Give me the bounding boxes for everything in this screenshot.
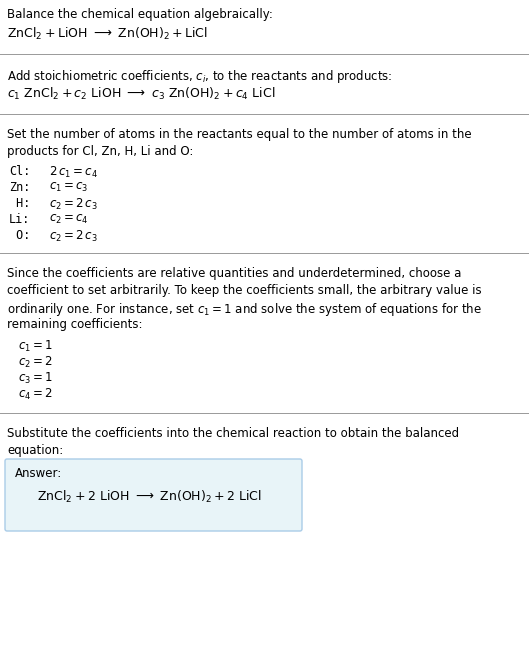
Text: products for Cl, Zn, H, Li and O:: products for Cl, Zn, H, Li and O: [7,145,194,158]
Text: H:: H: [9,197,30,210]
Text: Set the number of atoms in the reactants equal to the number of atoms in the: Set the number of atoms in the reactants… [7,128,472,141]
Text: remaining coefficients:: remaining coefficients: [7,318,142,331]
Text: $2\,c_1 = c_4$: $2\,c_1 = c_4$ [49,165,98,180]
Text: coefficient to set arbitrarily. To keep the coefficients small, the arbitrary va: coefficient to set arbitrarily. To keep … [7,284,481,297]
Text: $c_3 = 1$: $c_3 = 1$ [18,371,53,386]
Text: Cl:: Cl: [9,165,30,178]
Text: $c_1 = c_3$: $c_1 = c_3$ [49,181,88,194]
FancyBboxPatch shape [5,459,302,531]
Text: ordinarily one. For instance, set $c_1 = 1$ and solve the system of equations fo: ordinarily one. For instance, set $c_1 =… [7,301,482,318]
Text: $c_1\ \mathrm{ZnCl_2} + c_2\ \mathrm{LiOH}\ \longrightarrow\ c_3\ \mathrm{Zn(OH): $c_1\ \mathrm{ZnCl_2} + c_2\ \mathrm{LiO… [7,86,276,102]
Text: $c_2 = c_4$: $c_2 = c_4$ [49,213,89,226]
Text: Zn:: Zn: [9,181,30,194]
Text: Answer:: Answer: [15,467,62,480]
Text: $c_2 = 2\,c_3$: $c_2 = 2\,c_3$ [49,229,98,244]
Text: $c_4 = 2$: $c_4 = 2$ [18,387,53,402]
Text: $\mathrm{ZnCl_2 + 2\ LiOH\ \longrightarrow\ Zn(OH)_2 + 2\ LiCl}$: $\mathrm{ZnCl_2 + 2\ LiOH\ \longrightarr… [37,489,262,505]
Text: Since the coefficients are relative quantities and underdetermined, choose a: Since the coefficients are relative quan… [7,267,461,280]
Text: equation:: equation: [7,444,63,457]
Text: $c_2 = 2\,c_3$: $c_2 = 2\,c_3$ [49,197,98,212]
Text: $c_2 = 2$: $c_2 = 2$ [18,355,53,370]
Text: O:: O: [9,229,30,242]
Text: Add stoichiometric coefficients, $c_i$, to the reactants and products:: Add stoichiometric coefficients, $c_i$, … [7,68,393,85]
Text: Li:: Li: [9,213,30,226]
Text: $c_1 = 1$: $c_1 = 1$ [18,339,53,354]
Text: Substitute the coefficients into the chemical reaction to obtain the balanced: Substitute the coefficients into the che… [7,427,459,440]
Text: Balance the chemical equation algebraically:: Balance the chemical equation algebraica… [7,8,273,21]
Text: $\mathrm{ZnCl_2 + LiOH \ \longrightarrow \ Zn(OH)_2 + LiCl}$: $\mathrm{ZnCl_2 + LiOH \ \longrightarrow… [7,26,208,42]
